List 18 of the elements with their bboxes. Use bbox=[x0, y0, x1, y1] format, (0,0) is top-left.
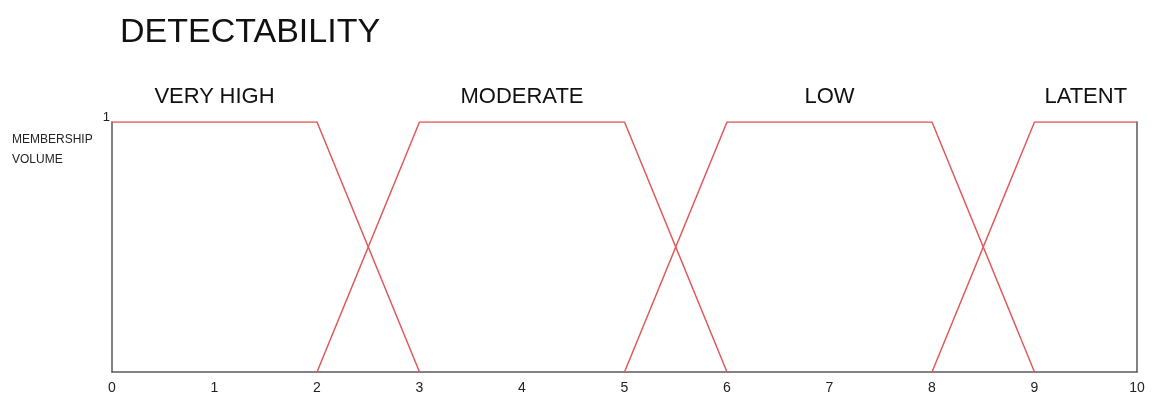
x-tick-label: 1 bbox=[210, 379, 219, 395]
series-label: LOW bbox=[804, 82, 855, 108]
x-tick-label: 10 bbox=[1129, 379, 1145, 395]
series-label: VERY HIGH bbox=[154, 82, 275, 108]
text: 1 bbox=[102, 109, 110, 124]
x-tick-label: 5 bbox=[620, 379, 629, 395]
x-tick-label: 4 bbox=[518, 379, 527, 395]
x-tick-label: 7 bbox=[825, 379, 834, 395]
y-axis-title: MEMBERSHIP VOLUME bbox=[12, 132, 96, 166]
chart-title: DETECTABILITY bbox=[120, 11, 381, 49]
x-tick-label: 9 bbox=[1030, 379, 1039, 395]
x-tick-label: 0 bbox=[108, 379, 117, 395]
series-label: LATENT bbox=[1044, 82, 1128, 108]
x-tick-label: 6 bbox=[723, 379, 732, 395]
x-tick-label: 2 bbox=[313, 379, 322, 395]
x-tick-label: 3 bbox=[415, 379, 424, 395]
series-label: MODERATE bbox=[460, 82, 584, 108]
x-tick-label: 8 bbox=[928, 379, 937, 395]
